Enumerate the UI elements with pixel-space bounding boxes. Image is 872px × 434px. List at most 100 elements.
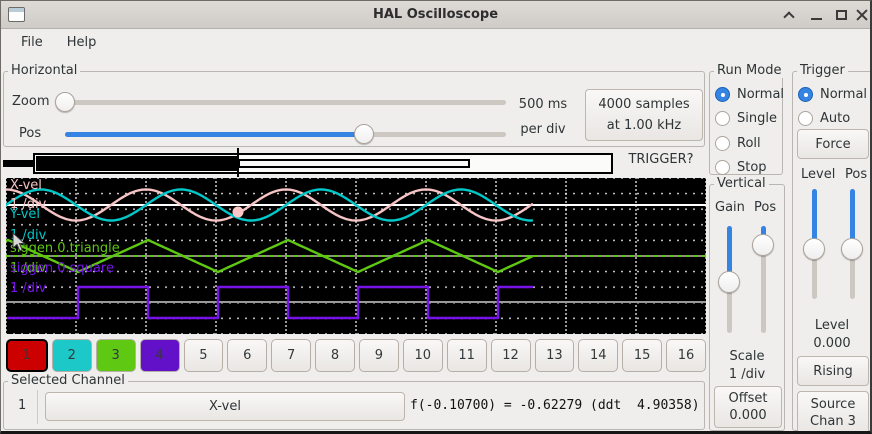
zoom-slider-handle[interactable] [55, 92, 75, 112]
window-title: HAL Oscilloscope [372, 7, 499, 22]
titlebar: HAL Oscilloscope [1, 1, 870, 29]
gain-slider-label: Gain [715, 200, 745, 215]
trace-label-ch3: siggen.0.triangle [10, 241, 120, 256]
pos-slider-label: Pos [19, 126, 42, 141]
vertical-frame-label: Vertical [714, 176, 769, 191]
vertical-pos-slider[interactable] [761, 226, 766, 333]
trigger-point-marker [232, 206, 244, 218]
trigger-option-auto[interactable]: Auto [798, 111, 850, 126]
channel-source-button[interactable]: X-vel [45, 392, 405, 421]
trace-scale-ch4: 1 /div [10, 281, 47, 296]
scope-screen: X-vel 1 /div Y-vel 1 /div siggen.0.trian… [6, 178, 706, 334]
radio-icon[interactable] [715, 160, 730, 175]
channel-button-11[interactable]: 11 [446, 339, 487, 372]
record-acquired-bar [36, 156, 238, 171]
menubar: File Help [1, 29, 870, 56]
trigger-pos-slider-handle[interactable] [841, 238, 863, 260]
radio-icon[interactable] [798, 87, 813, 102]
selected-channel-frame-label: Selected Channel [8, 373, 128, 388]
pos-slider-handle[interactable] [354, 124, 374, 144]
zoom-slider-label: Zoom [12, 94, 50, 109]
trigger-option-normal[interactable]: Normal [798, 87, 867, 102]
run-mode-panel: Run Mode Normal Single Roll Stop [709, 63, 785, 175]
channel-button-2[interactable]: 2 [51, 339, 92, 372]
channel-value-readout: f(-0.10700) = -0.62279 (ddt 4.90358) [410, 398, 700, 413]
channel-button-row: 1 2 3 4 5 6 7 8 9 10 11 12 13 14 15 16 [6, 339, 706, 372]
channel-button-15[interactable]: 15 [622, 339, 663, 372]
selected-channel-panel: Selected Channel 1 X-vel f(-0.10700) = -… [3, 373, 705, 430]
waveform-traces [6, 188, 534, 320]
channel-button-10[interactable]: 10 [402, 339, 443, 372]
trigger-level-slider-label: Level [801, 167, 836, 182]
trigger-pos-slider-fill [850, 189, 855, 249]
scale-value: 1 /div [728, 367, 766, 382]
radio-icon[interactable] [798, 111, 813, 126]
trace-scale-ch3: 1 /div [10, 261, 47, 276]
offset-button[interactable]: Offset 0.000 [714, 386, 782, 428]
channel-4-zero-baseline [6, 301, 706, 303]
trigger-source-button[interactable]: Source Chan 3 [797, 391, 869, 431]
menu-help[interactable]: Help [66, 35, 97, 50]
close-icon[interactable] [854, 8, 870, 22]
run-mode-option-stop[interactable]: Stop [715, 160, 767, 175]
display-window-bar [238, 159, 470, 168]
channel-button-3[interactable]: 3 [95, 339, 136, 372]
run-mode-option-single[interactable]: Single [715, 111, 777, 126]
minimize-icon[interactable] [808, 8, 824, 22]
channel-button-5[interactable]: 5 [183, 339, 224, 372]
trigger-level-value: 0.000 [813, 336, 851, 351]
menu-file[interactable]: File [21, 35, 43, 50]
channel-button-6[interactable]: 6 [227, 339, 268, 372]
trace-label-ch2: Y-vel [10, 207, 41, 222]
trigger-level-slider-handle[interactable] [803, 238, 825, 260]
channel-button-9[interactable]: 9 [359, 339, 399, 372]
time-per-div-readout: 500 ms per div [518, 97, 568, 137]
channel-button-8[interactable]: 8 [315, 339, 355, 372]
channel-button-12[interactable]: 12 [490, 339, 531, 372]
run-mode-frame-label: Run Mode [714, 63, 785, 78]
channel-button-4[interactable]: 4 [139, 339, 180, 372]
radio-icon[interactable] [715, 87, 730, 102]
app-window-icon [8, 7, 25, 22]
pos-slider-fill [65, 132, 364, 137]
channel-button-13[interactable]: 13 [534, 339, 575, 372]
record-progress-stub [3, 160, 33, 167]
horizontal-frame-label: Horizontal [8, 63, 81, 78]
channel-button-7[interactable]: 7 [271, 339, 312, 372]
trigger-level-label: Level [814, 318, 850, 333]
vertical-pos-slider-handle[interactable] [752, 234, 774, 256]
gain-slider-handle[interactable] [718, 271, 740, 293]
channel-button-1[interactable]: 1 [6, 339, 48, 372]
channel-button-16[interactable]: 16 [666, 339, 706, 372]
channel-3-zero-baseline [6, 255, 706, 257]
trace-label-ch4: siggen.0.square [10, 261, 114, 276]
trigger-panel: Trigger Normal Auto Force Level Pos Leve… [792, 63, 870, 431]
trigger-edge-button[interactable]: Rising [797, 356, 869, 386]
scale-label: Scale [729, 349, 765, 364]
gain-slider-fill [727, 226, 732, 282]
run-mode-option-roll[interactable]: Roll [715, 136, 761, 151]
force-trigger-button[interactable]: Force [797, 129, 869, 159]
trigger-pos-slider-label: Pos [845, 167, 868, 182]
run-mode-option-normal[interactable]: Normal [715, 87, 784, 102]
trigger-frame-label: Trigger [797, 63, 848, 78]
trace-scale-ch1: 1 /div [10, 197, 47, 212]
record-length-button[interactable]: 4000 samples at 1.00 kHz [585, 89, 703, 141]
channel-button-14[interactable]: 14 [578, 339, 619, 372]
separator [37, 390, 38, 424]
trigger-position-marker [237, 148, 239, 177]
horizontal-panel: Horizontal Zoom Pos 500 ms per div 4000 … [3, 63, 705, 147]
vertical-panel: Vertical Gain Pos Scale 1 /div Offset 0.… [709, 176, 785, 431]
shade-window-icon[interactable] [782, 8, 798, 23]
radio-icon[interactable] [715, 136, 730, 151]
radio-icon[interactable] [715, 111, 730, 126]
zoom-slider[interactable] [56, 100, 506, 105]
maximize-icon[interactable] [833, 8, 849, 22]
trigger-level-slider-fill [812, 189, 817, 249]
vertical-pos-slider-label: Pos [754, 200, 777, 215]
mouse-cursor [12, 232, 26, 252]
trace-label-ch1: X-vel [10, 178, 42, 193]
selected-channel-number: 1 [18, 398, 27, 413]
trigger-status-label: TRIGGER? [628, 152, 694, 167]
